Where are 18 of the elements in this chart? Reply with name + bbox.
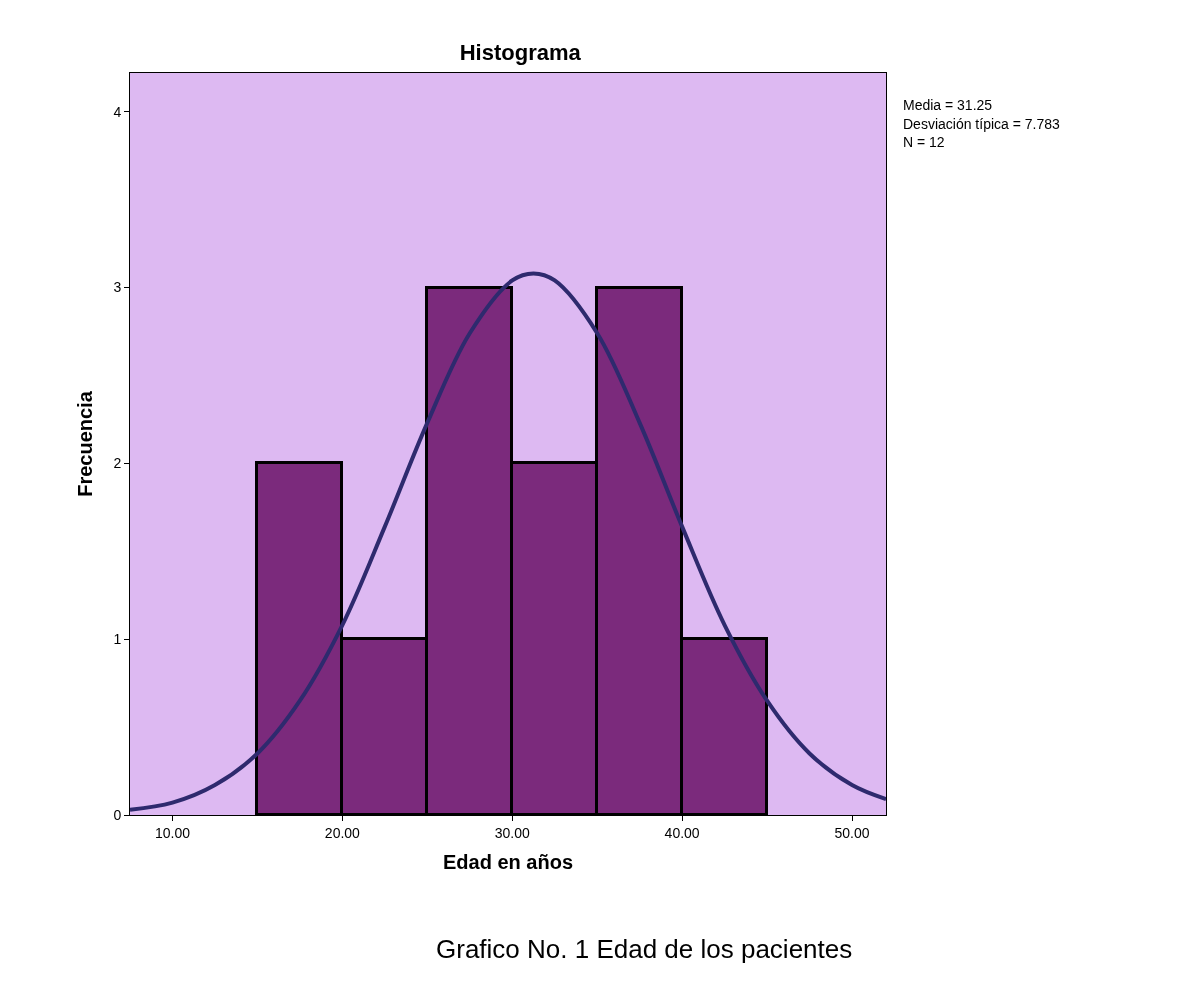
y-axis-title: Frecuencia <box>73 390 96 497</box>
x-tick-label: 40.00 <box>664 824 700 841</box>
y-tick-label: 3 <box>113 279 122 296</box>
text: N = 12 <box>903 134 945 150</box>
x-tick-label: 20.00 <box>324 824 361 841</box>
y-tick-label: 1 <box>113 631 122 648</box>
line-series <box>130 271 886 812</box>
text: Desviación típica = 7.783 <box>903 116 1061 132</box>
x-axis-title: Edad en años <box>442 851 574 874</box>
y-tick-label: 4 <box>113 103 122 120</box>
y-tick-label: 0 <box>113 806 122 823</box>
text: Grafico No. 1 Edad de los pacientes <box>436 934 853 964</box>
y-tick-label: 2 <box>113 455 122 472</box>
x-tick-label: 10.00 <box>154 824 191 841</box>
chart-title: Histograma <box>459 39 582 65</box>
x-tick-label: 50.00 <box>834 824 870 841</box>
text: Media = 31.25 <box>903 97 993 113</box>
x-tick-label: 30.00 <box>494 824 530 841</box>
